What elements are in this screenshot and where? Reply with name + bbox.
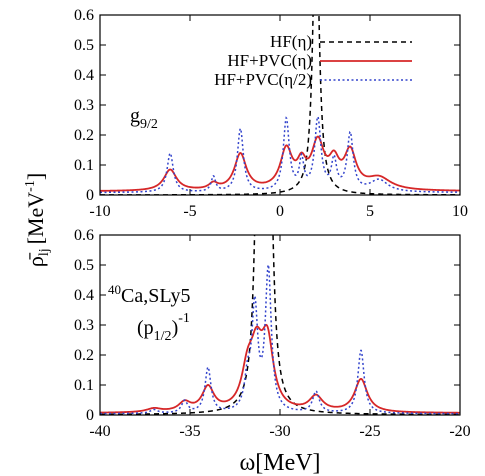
y-axis-label-sub: lj xyxy=(37,248,52,256)
y-axis-label: ρ̄lj[MeV-1] xyxy=(23,173,52,267)
y-tick-label: 0.6 xyxy=(74,227,94,244)
series-line-top-1 xyxy=(100,135,460,192)
panel-annotation: g9/2 xyxy=(130,105,158,132)
x-tick-label: -40 xyxy=(89,423,110,440)
legend-label: HF+PVC(η) xyxy=(227,51,312,70)
svg-text:ρ̄lj[MeV-1]: ρ̄lj[MeV-1] xyxy=(23,173,52,267)
plot-frame xyxy=(99,14,461,196)
x-tick-label: -25 xyxy=(359,423,380,440)
x-tick-label: 5 xyxy=(366,203,374,220)
series-line-bottom-1 xyxy=(100,323,460,414)
x-tick-label: -30 xyxy=(269,423,290,440)
y-axis-label-close: ] xyxy=(23,173,48,180)
y-axis-label-exp: -1 xyxy=(23,180,38,192)
y-tick-label: 0.5 xyxy=(74,37,94,54)
y-tick-label: 0 xyxy=(86,407,94,424)
top-panel: -10 -5 0 5 1000.10.20.30.40.50.6HF(η)HF+PVC(… xyxy=(74,7,468,220)
y-tick-label: 0 xyxy=(86,187,94,204)
x-tick-label: -5 xyxy=(183,203,196,220)
legend-label: HF(η) xyxy=(270,32,312,51)
y-tick-label: 0.6 xyxy=(74,7,94,24)
y-tick-label: 0.1 xyxy=(74,377,94,394)
x-tick-label: -35 xyxy=(179,423,200,440)
x-tick-label: -20 xyxy=(449,423,470,440)
panel-annotation: 40Ca,SLy5 xyxy=(108,282,190,307)
panel-annotation-line2: (p1/2)-1 xyxy=(137,311,190,344)
y-axis-label-unit: [MeV xyxy=(23,192,48,245)
y-tick-label: 0.3 xyxy=(74,97,94,114)
y-tick-label: 0.4 xyxy=(74,287,94,304)
y-tick-label: 0.2 xyxy=(74,127,94,144)
x-tick-label: -10 xyxy=(89,203,110,220)
y-tick-label: 0.5 xyxy=(74,257,94,274)
y-tick-label: 0.2 xyxy=(74,347,94,364)
y-tick-label: 0.3 xyxy=(74,317,94,334)
bottom-panel: -40 -35 -30 -25 -20 0 0.1 0.2 0.3 0.4 0.5 0.6 40Ca,S… xyxy=(74,227,471,440)
x-tick-label: 10 xyxy=(452,203,468,220)
y-tick-label: 0.1 xyxy=(74,157,94,174)
plot-frame xyxy=(99,234,461,416)
legend-label: HF+PVC(η/2) xyxy=(214,70,312,89)
x-tick-label: 0 xyxy=(276,203,284,220)
y-tick-label: 0.4 xyxy=(74,67,94,84)
x-axis-label: ω[MeV] xyxy=(239,450,320,476)
series-line-bottom-0 xyxy=(100,235,460,415)
